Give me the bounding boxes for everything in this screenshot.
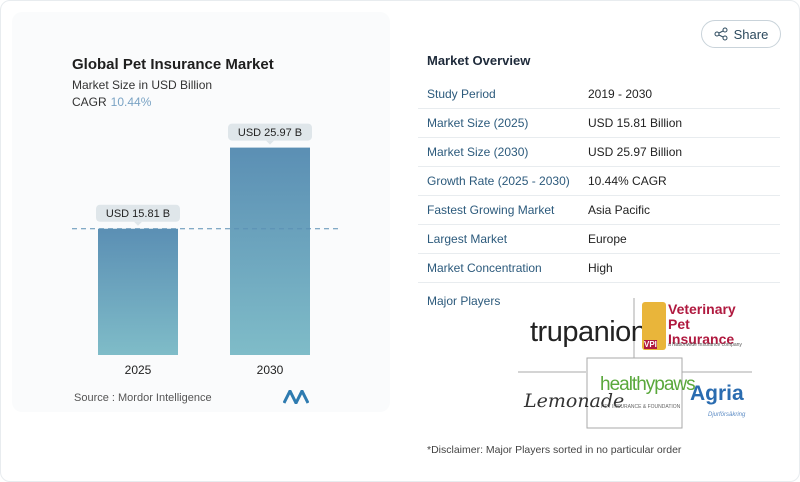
- vpi-sublabel: a Nationwide Insurance company: [668, 342, 742, 348]
- overview-key: Largest Market: [427, 232, 508, 246]
- overview-value: USD 15.81 Billion: [588, 116, 683, 130]
- overview-row: Fastest Growing Market Asia Pacific: [418, 196, 780, 225]
- overview-row: Largest Market Europe: [418, 225, 780, 254]
- x-tick-label: 2025: [125, 363, 152, 377]
- overview-row: Market Size (2030) USD 25.97 Billion: [418, 138, 780, 167]
- share-label: Share: [733, 26, 769, 42]
- overview-key: Market Size (2025): [427, 116, 529, 130]
- overview-row: Growth Rate (2025 - 2030) 10.44% CAGR: [418, 167, 780, 196]
- overview-key: Market Concentration: [427, 261, 542, 275]
- healthypaws-sublabel: PET INSURANCE & FOUNDATION: [601, 404, 681, 410]
- overview-value: USD 25.97 Billion: [588, 145, 683, 159]
- overview-value: High: [588, 261, 613, 275]
- overview-key: Growth Rate (2025 - 2030): [427, 174, 570, 188]
- source: Source : Mordor Intelligence: [74, 392, 212, 404]
- overview-value: Asia Pacific: [588, 203, 651, 217]
- mordor-logo-icon: [283, 390, 309, 404]
- overview-row: Study Period 2019 - 2030: [418, 80, 780, 109]
- overview-row: Market Size (2025) USD 15.81 Billion: [418, 109, 780, 138]
- vpi-logo: Veterinary Pet Insurance: [668, 301, 736, 347]
- bar-chart: USD 15.81 B 2025 USD 25.97 B 2030: [72, 123, 338, 377]
- overview-key: Market Size (2030): [427, 145, 529, 159]
- overview-row: Market Concentration High: [418, 254, 780, 283]
- cagr: CAGR 10.44%: [72, 95, 151, 109]
- overview-key: Fastest Growing Market: [427, 203, 555, 217]
- overview-value: 10.44% CAGR: [588, 174, 667, 188]
- trupanion-logo: trupanion: [530, 316, 647, 348]
- chart-subtitle: Market Size in USD Billion: [72, 78, 213, 92]
- overview-value: 2019 - 2030: [588, 87, 653, 101]
- x-tick-label: 2030: [257, 363, 284, 377]
- data-label: USD 25.97 B: [238, 127, 302, 139]
- agria-logo: Agria: [690, 382, 744, 405]
- lemonade-logo: Lemonade: [524, 390, 625, 412]
- data-label-bg: [228, 123, 312, 141]
- agria-sublabel: Djurförsäkring: [708, 412, 746, 418]
- healthypaws-logo: healthypaws: [600, 374, 696, 395]
- share-icon: [714, 27, 728, 41]
- overview-key: Study Period: [427, 87, 496, 101]
- disclaimer: *Disclaimer: Major Players sorted in no …: [427, 444, 682, 456]
- chart-card: [12, 12, 390, 412]
- chart-title: Global Pet Insurance Market: [72, 56, 274, 73]
- overview-title: Market Overview: [427, 53, 531, 68]
- overview-value: Europe: [588, 232, 627, 246]
- cagr-label: CAGR: [72, 95, 107, 109]
- share-button[interactable]: Share: [701, 20, 781, 48]
- cagr-value: 10.44%: [110, 95, 152, 109]
- data-label-pointer: [266, 140, 274, 145]
- bar-2025: [98, 228, 178, 355]
- data-label-pointer: [134, 221, 142, 226]
- data-label: USD 15.81 B: [106, 208, 170, 220]
- data-label-bg: [96, 204, 180, 222]
- vpi-logo-icon: VPI: [642, 302, 666, 350]
- major-players-label: Major Players: [427, 294, 501, 308]
- bar-2030: [230, 147, 310, 355]
